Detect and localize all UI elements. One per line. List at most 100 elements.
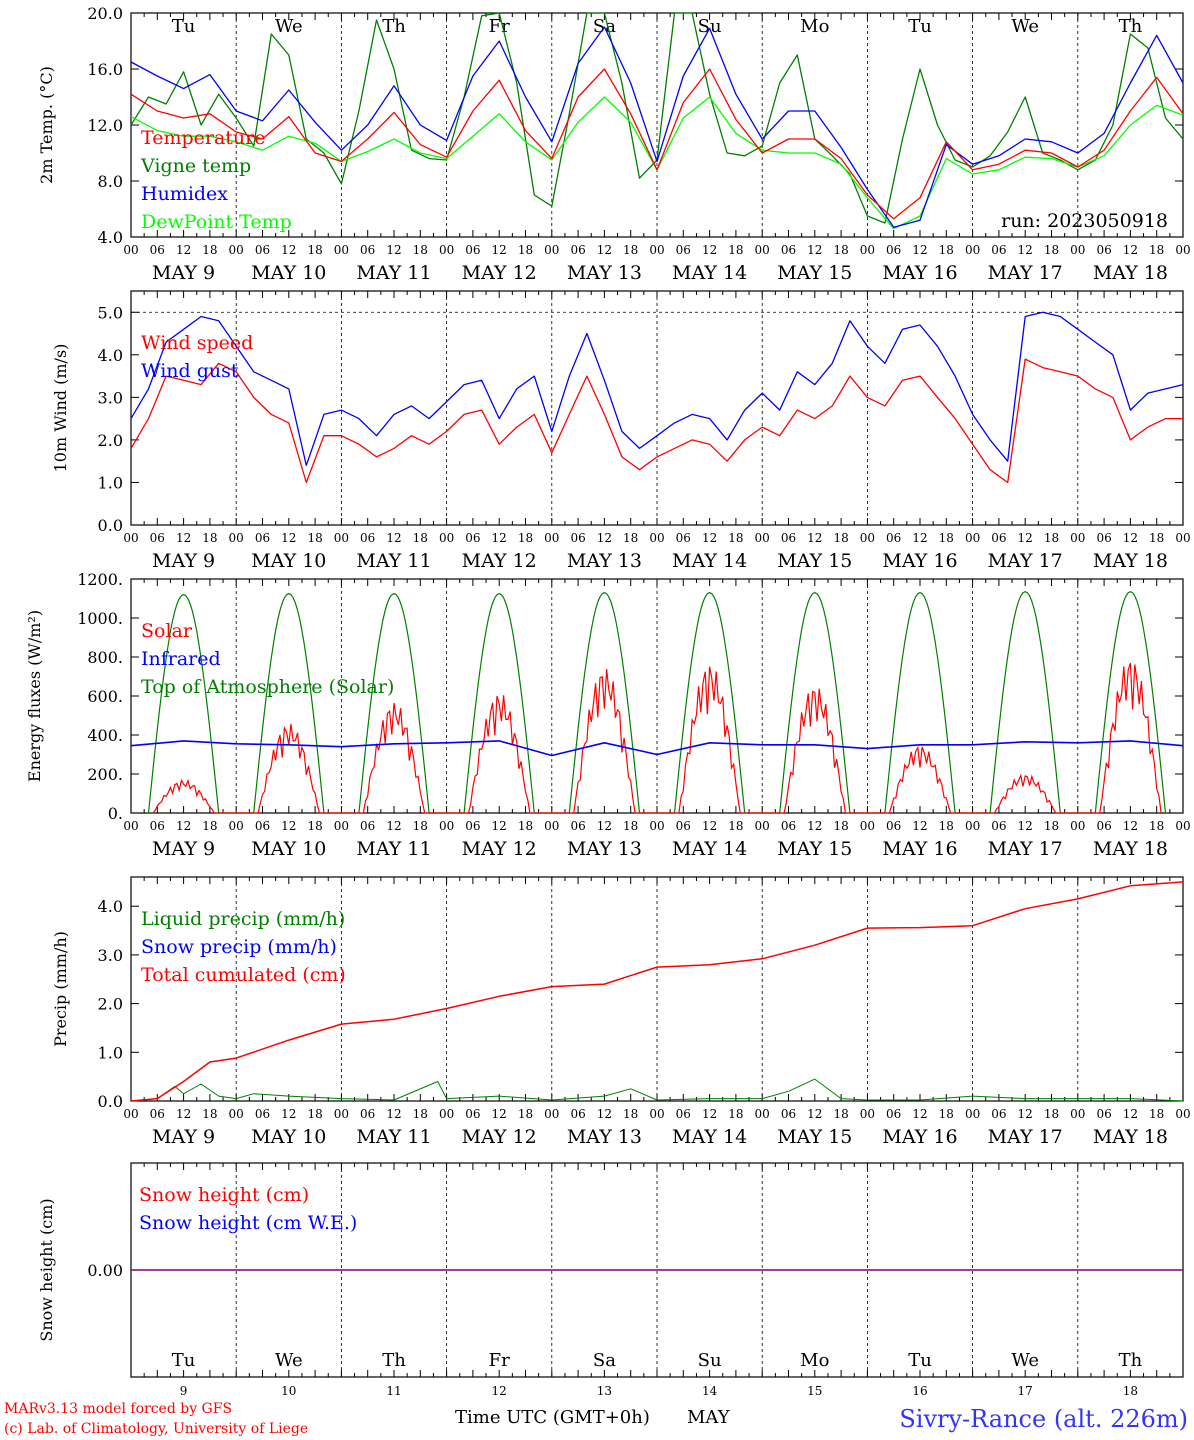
weekday-label: Tu (172, 1350, 196, 1371)
hour-tick-label: 06 (360, 819, 375, 833)
hour-tick-label: 12 (1123, 819, 1138, 833)
weekday-label: Su (698, 1350, 722, 1371)
date-label: MAY 10 (251, 838, 326, 860)
date-label: MAY 17 (988, 838, 1063, 860)
date-label: MAY 17 (988, 1126, 1063, 1148)
date-label: MAY 12 (462, 550, 537, 572)
hour-tick-label: 12 (1123, 243, 1138, 257)
y-tick-label: 4.0 (98, 346, 123, 365)
footer-model-text: MARv3.13 model forced by GFS (4, 1401, 232, 1417)
date-label: MAY 11 (356, 838, 431, 860)
hour-tick-label: 12 (492, 531, 507, 545)
y-tick-label: 3.0 (98, 388, 123, 407)
hour-tick-label: 06 (150, 819, 165, 833)
hour-tick-label: 00 (755, 531, 770, 545)
hour-tick-label: 18 (307, 531, 322, 545)
hour-tick-label: 12 (492, 819, 507, 833)
hour-tick-label: 00 (649, 819, 664, 833)
precipitation-panel: 4.0 3.0 2.0 1.0 0.0 Precip (mm/h) 00 06 12 18 MAY … (51, 876, 1191, 1148)
hour-tick-label: 06 (465, 1107, 480, 1121)
legend-entry: Infrared (141, 648, 221, 670)
hour-tick-label: 18 (1149, 243, 1164, 257)
hour-tick-label: 06 (1096, 243, 1111, 257)
weekday-label: We (275, 1350, 303, 1371)
hour-tick-label: 18 (413, 1107, 428, 1121)
legend-entry: Wind speed (141, 332, 253, 354)
hour-tick-label: 00 (755, 243, 770, 257)
hour-tick-label: 06 (991, 819, 1006, 833)
date-label: MAY 12 (462, 262, 537, 284)
day-number-label: 14 (702, 1384, 718, 1398)
hour-tick-label: 12 (912, 531, 927, 545)
date-label: MAY 16 (882, 1126, 957, 1148)
y-tick-label: 20.0 (87, 4, 123, 23)
hour-tick-label: 00 (965, 531, 980, 545)
date-label: MAY 14 (672, 550, 747, 572)
legend-entry: DewPoint Temp (141, 211, 292, 233)
weekday-label: Th (1119, 1350, 1143, 1371)
date-label: MAY 13 (567, 550, 642, 572)
wind-panel: 5.0 4.0 3.0 2.0 1.0 0.0 10m Wind (m/s) 00 06 12 18… (51, 290, 1191, 572)
hour-tick-label: 00 (965, 243, 980, 257)
legend-entry: Snow precip (mm/h) (141, 936, 337, 958)
date-label: MAY 18 (1093, 550, 1168, 572)
hour-tick-label: 18 (623, 531, 638, 545)
hour-tick-label: 12 (281, 243, 296, 257)
hour-tick-label: 00 (1175, 243, 1190, 257)
hour-tick-label: 06 (991, 243, 1006, 257)
hour-tick-label: 18 (413, 243, 428, 257)
hour-tick-label: 18 (728, 819, 743, 833)
hour-tick-label: 06 (255, 1107, 270, 1121)
date-label: MAY 18 (1093, 262, 1168, 284)
y-tick-label: 1000. (77, 609, 123, 628)
hour-tick-label: 12 (597, 1107, 612, 1121)
humidex-line (130, 26, 1184, 228)
hour-tick-label: 00 (1070, 1107, 1085, 1121)
hour-tick-label: 00 (649, 243, 664, 257)
hour-tick-label: 06 (1096, 531, 1111, 545)
hour-tick-label: 12 (807, 243, 822, 257)
hour-tick-label: 00 (1070, 243, 1085, 257)
hour-tick-label: 06 (781, 819, 796, 833)
hour-tick-label: 06 (781, 531, 796, 545)
hour-tick-label: 18 (1149, 531, 1164, 545)
y-axis-label: Energy fluxes (W/m²) (25, 610, 44, 782)
hour-tick-label: 18 (1149, 1107, 1164, 1121)
date-label: MAY 13 (567, 262, 642, 284)
y-tick-label: 200. (87, 765, 123, 784)
hour-tick-label: 06 (255, 531, 270, 545)
hour-tick-label: 12 (1018, 243, 1033, 257)
y-tick-label: 8.0 (98, 172, 123, 191)
hour-tick-label: 12 (176, 243, 191, 257)
hour-tick-label: 00 (229, 819, 244, 833)
hour-tick-label: 12 (492, 243, 507, 257)
y-tick-label: 4.0 (98, 897, 123, 916)
hour-tick-label: 00 (334, 1107, 349, 1121)
station-title: Sivry-Rance (alt. 226m) (899, 1405, 1188, 1433)
hour-tick-label: 06 (991, 531, 1006, 545)
hour-tick-label: 18 (1044, 1107, 1059, 1121)
hour-tick-label: 06 (360, 531, 375, 545)
legend-entry: Humidex (141, 183, 228, 205)
weekday-label: Th (382, 1350, 406, 1371)
hour-tick-label: 00 (860, 819, 875, 833)
hour-tick-label: 12 (281, 1107, 296, 1121)
y-tick-label: 400. (87, 726, 123, 745)
hour-tick-label: 06 (676, 531, 691, 545)
date-label: MAY 15 (777, 838, 852, 860)
hour-tick-label: 18 (202, 243, 217, 257)
y-tick-label: 1.0 (98, 473, 123, 492)
weekday-label: Mo (800, 1350, 829, 1371)
date-label: MAY 16 (882, 262, 957, 284)
hour-tick-label: 06 (465, 819, 480, 833)
hour-tick-label: 00 (123, 531, 138, 545)
hour-tick-label: 06 (255, 819, 270, 833)
hour-tick-label: 00 (860, 1107, 875, 1121)
hour-tick-label: 06 (570, 243, 585, 257)
hour-tick-label: 06 (676, 243, 691, 257)
hour-tick-label: 00 (334, 531, 349, 545)
hour-tick-label: 06 (781, 243, 796, 257)
hour-tick-label: 00 (860, 243, 875, 257)
day-number-label: 13 (597, 1384, 612, 1398)
hour-tick-label: 18 (202, 531, 217, 545)
